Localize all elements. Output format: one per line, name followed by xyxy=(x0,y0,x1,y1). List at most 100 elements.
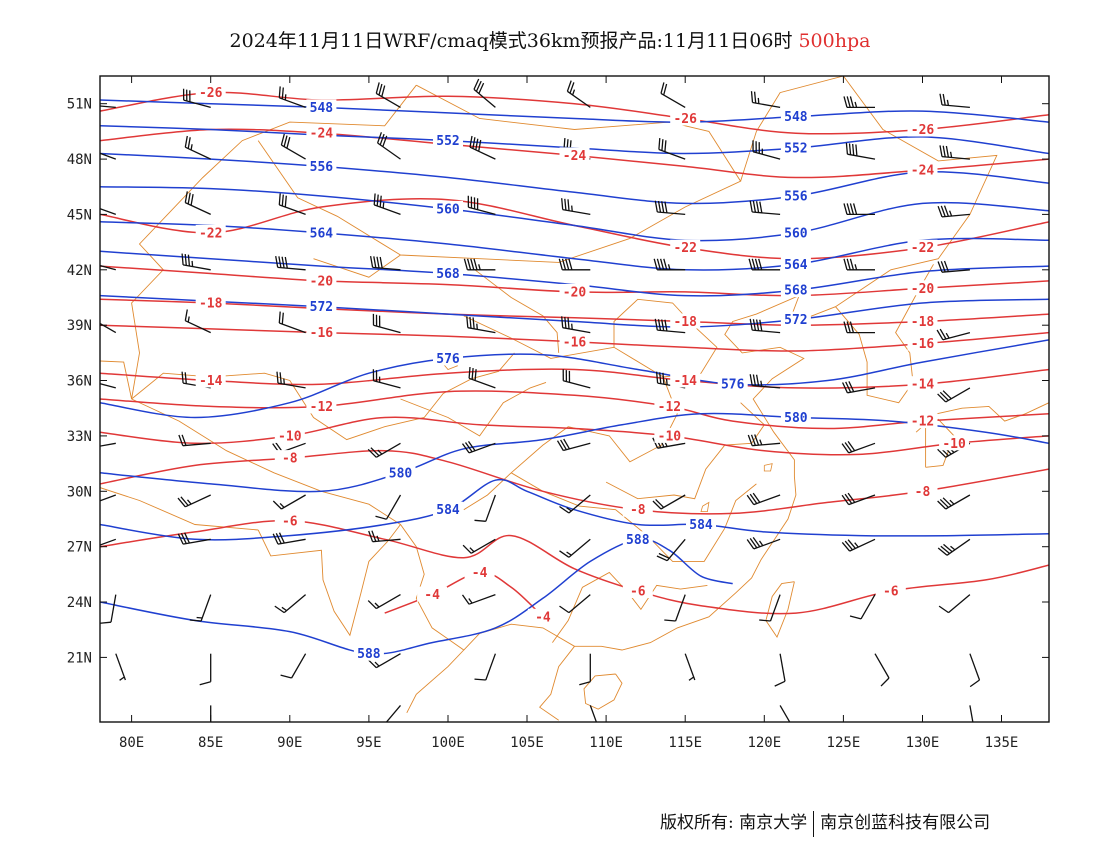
wind-barb xyxy=(749,374,781,389)
wind-barb xyxy=(177,494,211,508)
border-line xyxy=(613,298,718,378)
wind-barb xyxy=(278,311,306,334)
contour-label: 588 xyxy=(626,533,650,548)
contour-label: -18 xyxy=(199,297,223,312)
wind-barb xyxy=(845,142,876,160)
wind-barb xyxy=(210,705,212,722)
lat-tick-label: 45N xyxy=(67,207,92,223)
wind-barb xyxy=(100,538,117,546)
contour-label: 564 xyxy=(784,258,808,273)
contour-label-bg xyxy=(559,283,590,299)
footer-separator xyxy=(813,810,815,837)
wind-barb xyxy=(559,538,591,558)
contour-label-bg xyxy=(717,376,748,392)
lon-tick-label: 135E xyxy=(985,735,1019,751)
axis-ticks: 80E 85E 90E 95E 100E 105E 110E 115E 120E 125E 130E… xyxy=(67,76,1049,751)
lon-tick-label: 115E xyxy=(668,735,702,751)
contour-label-bg xyxy=(306,224,337,240)
wind-barb xyxy=(461,593,496,605)
wind-barb xyxy=(841,538,876,552)
wind-barb xyxy=(184,309,211,334)
lon-tick-label: 85E xyxy=(198,735,223,751)
contour-label: -22 xyxy=(199,226,222,241)
wind-barb xyxy=(184,135,211,160)
wind-barb xyxy=(747,434,781,447)
contour-label: -12 xyxy=(658,400,681,415)
lon-tick-label: 130E xyxy=(906,735,940,751)
wind-barb xyxy=(100,208,117,216)
wind-barb xyxy=(100,442,116,447)
contour-label: -8 xyxy=(915,485,931,500)
wind-barb xyxy=(558,258,591,271)
contour-line xyxy=(100,416,1049,456)
wind-barb xyxy=(660,82,686,108)
company-name: 南京创蓝科技有限公司 xyxy=(820,813,991,833)
contour-label: -24 xyxy=(563,149,587,164)
contour-label: 572 xyxy=(784,313,807,328)
lon-tick-label: 105E xyxy=(510,735,544,751)
border-line xyxy=(257,524,401,637)
wind-barb xyxy=(937,494,971,510)
wind-barb xyxy=(280,653,307,679)
contour-label-bg xyxy=(780,188,811,203)
contour-label-bg xyxy=(907,313,938,329)
contour-label: -22 xyxy=(673,241,696,256)
lat-tick-label: 48N xyxy=(67,152,92,168)
border-line xyxy=(257,84,742,263)
contour-label-bg xyxy=(907,239,938,255)
contour-label: -4 xyxy=(472,566,488,581)
contour-line xyxy=(100,538,733,655)
contour-label-bg xyxy=(417,586,448,602)
wind-barb xyxy=(559,494,591,514)
contour-label-bg xyxy=(433,265,463,281)
contour-label-bg xyxy=(433,200,463,216)
lon-tick-label: 95E xyxy=(356,735,381,751)
contour-label: 576 xyxy=(721,378,745,393)
contour-label: 584 xyxy=(436,503,460,518)
border-line xyxy=(131,398,575,651)
contour-label-bg xyxy=(306,99,337,115)
contour-label: 556 xyxy=(310,160,334,175)
wind-barb xyxy=(664,594,686,622)
lon-tick-label: 125E xyxy=(827,735,861,751)
contour-label: -24 xyxy=(911,164,935,179)
title-main: 2024年11月11日WRF/cmaq模式36km预报产品:11月11日06时 xyxy=(229,30,793,52)
wind-barb xyxy=(375,82,401,108)
contour-label: -6 xyxy=(630,585,646,600)
contour-label: 568 xyxy=(784,284,808,299)
wind-barb xyxy=(272,532,306,545)
contour-label-bg xyxy=(306,298,337,314)
contour-label-bg xyxy=(433,350,463,366)
border-line xyxy=(765,581,795,639)
contour-label-bg xyxy=(654,427,685,443)
pressure-level-label: 500hpa xyxy=(798,30,871,52)
contour-label: 552 xyxy=(784,142,807,157)
contour-label-bg xyxy=(907,413,938,429)
wind-barb xyxy=(367,594,401,610)
wind-barb xyxy=(100,594,117,624)
political-borders xyxy=(100,76,1049,721)
wind-barb xyxy=(842,381,876,394)
lat-tick-label: 36N xyxy=(67,374,92,390)
contour-line xyxy=(100,368,1049,389)
wind-barb xyxy=(184,191,211,215)
wind-barb xyxy=(937,538,971,556)
wind-barb xyxy=(372,704,401,722)
geopotential-height-contours xyxy=(100,99,1049,655)
wind-barb xyxy=(658,138,686,160)
wind-barb xyxy=(556,438,591,452)
wind-barb xyxy=(115,653,127,681)
wind-barb xyxy=(372,369,401,389)
contour-label-bg xyxy=(195,84,226,100)
lat-tick-label: 51N xyxy=(67,97,92,113)
lat-tick-label: 42N xyxy=(67,263,92,279)
wind-barb xyxy=(466,316,496,334)
contour-label: -20 xyxy=(310,274,334,289)
contour-label-bg xyxy=(670,239,701,255)
contour-line xyxy=(100,198,1049,260)
contour-label-bg xyxy=(686,516,716,532)
contour-line xyxy=(100,221,1049,271)
contour-label: -8 xyxy=(282,452,298,467)
wind-barb xyxy=(874,653,890,687)
contour-label-bg xyxy=(306,158,337,174)
